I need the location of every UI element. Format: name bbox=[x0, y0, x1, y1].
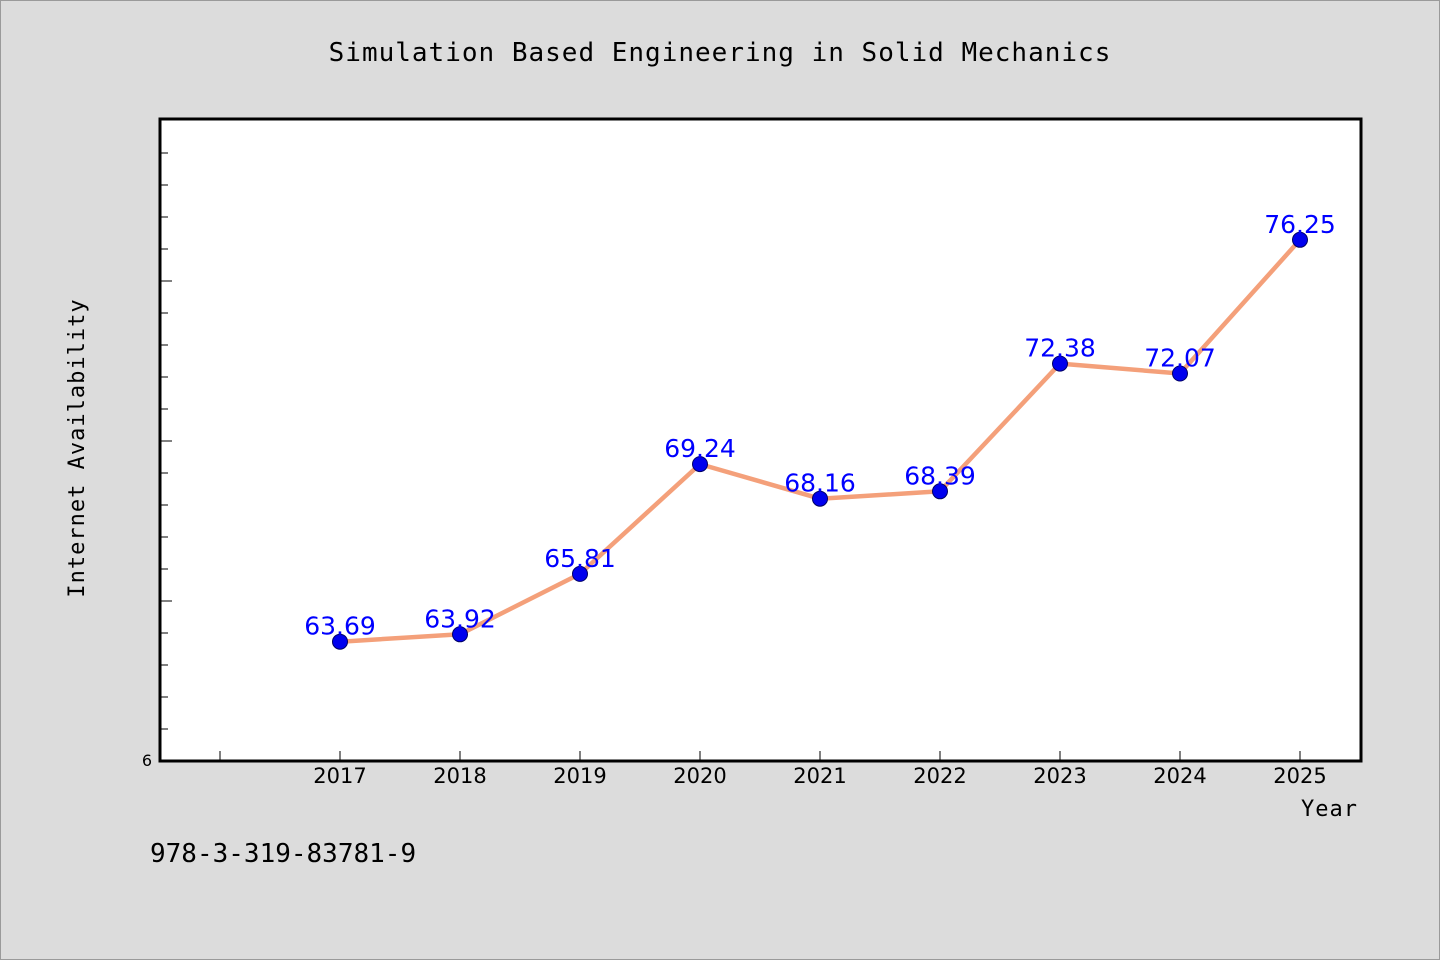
data-label: 72.07 bbox=[1144, 344, 1216, 373]
data-label: 69.24 bbox=[664, 434, 736, 463]
y-tick-label: 6 bbox=[142, 751, 152, 770]
x-tick-label: 2023 bbox=[1033, 764, 1086, 788]
x-axis-label: Year bbox=[1301, 797, 1358, 822]
x-tick-label: 2018 bbox=[433, 764, 486, 788]
data-point bbox=[1172, 365, 1188, 382]
data-point bbox=[572, 565, 588, 582]
data-label: 76.25 bbox=[1264, 210, 1336, 239]
y-axis-ticks: 6 bbox=[142, 152, 172, 770]
x-tick-label: 2022 bbox=[913, 764, 966, 788]
data-label-layer: 63.69 63.92 65.81 69.24 68.16 68.39 72.38 72.07… bbox=[304, 210, 1336, 641]
plot-area bbox=[158, 117, 1363, 763]
data-label: 63.69 bbox=[304, 612, 376, 641]
chart-title: Simulation Based Engineering in Solid Me… bbox=[329, 38, 1112, 68]
data-point bbox=[332, 633, 348, 650]
x-tick-label: 2017 bbox=[313, 764, 366, 788]
marker-layer bbox=[332, 231, 1308, 650]
data-point bbox=[452, 626, 468, 643]
x-tick-label: 2024 bbox=[1153, 764, 1206, 788]
data-label: 63.92 bbox=[424, 604, 496, 633]
x-tick-label: 2021 bbox=[793, 764, 846, 788]
data-label: 65.81 bbox=[544, 544, 616, 573]
x-tick-label: 2025 bbox=[1273, 764, 1326, 788]
x-tick-label: 2020 bbox=[673, 764, 726, 788]
data-point bbox=[692, 456, 708, 473]
data-point bbox=[812, 490, 828, 507]
data-point bbox=[1292, 231, 1308, 248]
isbn-text: 978-3-319-83781-9 bbox=[150, 839, 416, 869]
data-point bbox=[1052, 355, 1068, 372]
data-label: 68.16 bbox=[784, 469, 856, 498]
data-point bbox=[932, 483, 948, 500]
y-axis-label: Internet Availability bbox=[65, 298, 90, 597]
x-axis-ticks: 2017 2018 2019 2020 2021 2022 2023 2024 2025 bbox=[219, 751, 1327, 788]
data-label: 72.38 bbox=[1024, 334, 1096, 363]
x-tick-label: 2019 bbox=[553, 764, 606, 788]
data-label: 68.39 bbox=[904, 461, 976, 490]
